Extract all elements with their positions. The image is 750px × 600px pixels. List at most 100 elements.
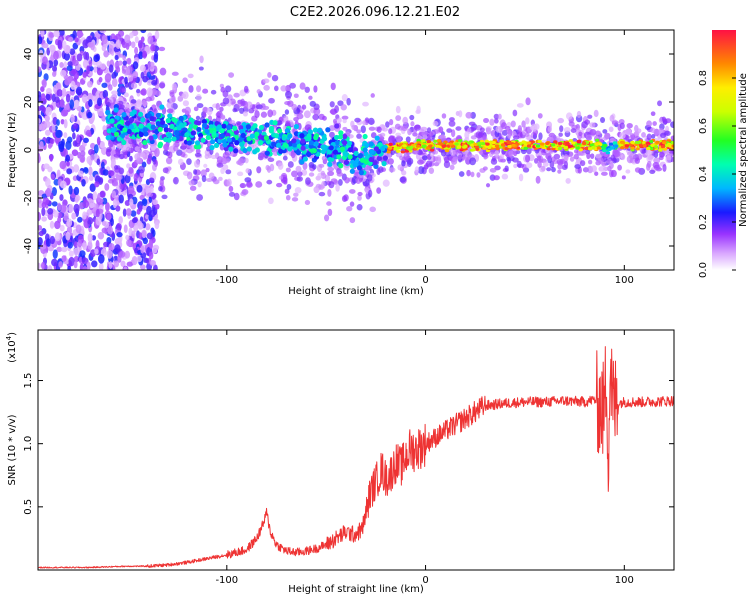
spectrum-halo-blob <box>399 155 404 161</box>
spectrum-halo-blob <box>107 84 113 91</box>
spectrum-noise-blob <box>56 119 60 126</box>
spectrum-halo-blob <box>507 133 512 139</box>
spectrum-halo-blob <box>226 178 232 187</box>
spectrum-halo-blob <box>382 127 388 132</box>
x-tick-label: -100 <box>215 275 238 286</box>
spectrum-halo-blob <box>212 179 220 185</box>
spectrum-noise-blob <box>151 79 158 86</box>
spectrum-halo-blob <box>525 162 533 169</box>
spectrum-halo-blob <box>304 199 311 206</box>
spectrum-halo-blob <box>254 110 260 118</box>
spectrum-halo-blob <box>193 106 199 112</box>
spectrum-halo-blob <box>578 131 583 137</box>
spectrum-halo-blob <box>626 122 633 129</box>
spectrum-halo-blob <box>171 83 177 90</box>
spectrum-ridge-point <box>594 138 600 142</box>
spectrum-halo-blob <box>244 157 249 164</box>
spectrum-halo-blob <box>195 115 201 121</box>
spectrum-noise-blob <box>136 220 142 227</box>
y-tick-label: -20 <box>23 190 34 206</box>
spectrum-noise-blob <box>152 199 159 205</box>
spectrum-ridge-point <box>596 146 602 150</box>
spectrum-noise-blob <box>98 262 104 270</box>
spectrum-halo-blob <box>413 124 421 131</box>
spectrum-noise-blob <box>42 56 48 65</box>
spectrum-ridge-point <box>149 115 155 122</box>
spectrum-ridge-point <box>200 137 206 143</box>
spectrum-halo-blob <box>517 125 522 133</box>
spectrum-halo-blob <box>302 162 308 170</box>
spectrum-noise-blob <box>77 239 83 248</box>
spectrum-ridge-point <box>641 140 647 145</box>
spectrum-ridge-point <box>121 112 127 118</box>
x-tick-label: 0 <box>422 575 428 586</box>
spectrum-halo-blob <box>314 187 320 192</box>
spectrum-halo-blob <box>276 182 283 188</box>
spectrum-ridge-point <box>226 137 232 143</box>
spectrum-noise-blob <box>47 166 53 173</box>
spectrum-noise-blob <box>57 216 62 224</box>
spectrum-noise-blob <box>113 260 120 268</box>
spectrum-noise-blob <box>101 44 107 52</box>
spectrum-ridge-point <box>671 144 674 148</box>
spectrum-halo-blob <box>286 183 292 190</box>
spectrum-ridge-point <box>446 144 451 148</box>
spectrum-halo-blob <box>388 167 396 173</box>
spectrum-noise-blob <box>91 95 97 102</box>
spectrum-halo-blob <box>432 120 439 127</box>
spectrum-ridge-point <box>233 148 239 154</box>
spectrum-ridge-point <box>321 136 328 142</box>
spectrum-halo-blob <box>397 164 404 171</box>
spectrum-noise-blob <box>73 164 80 173</box>
spectrum-halo-blob <box>557 117 565 124</box>
spectrum-ridge-point <box>138 131 144 138</box>
spectrum-halo-blob <box>617 164 622 171</box>
spectrum-noise-blob <box>38 36 43 45</box>
exponent-power: 4 <box>5 335 13 340</box>
spectrum-noise-blob <box>101 197 108 205</box>
spectrum-halo-blob <box>210 154 217 160</box>
spectrum-halo-blob <box>200 169 207 178</box>
spectrum-halo-blob <box>111 94 118 100</box>
spectrum-halo-blob <box>121 68 126 74</box>
spectrum-noise-blob <box>80 150 86 157</box>
spectrum-noise-blob <box>146 87 153 97</box>
spectrum-ridge-point <box>188 123 194 129</box>
spectrum-halo-blob <box>362 101 369 107</box>
spectrum-noise-blob <box>65 140 72 151</box>
spectrum-noise-blob <box>87 111 93 119</box>
spectrum-halo-blob <box>295 165 302 173</box>
spectrum-noise-blob <box>63 211 69 222</box>
spectrum-noise-blob <box>93 54 100 63</box>
spectrum-noise-blob <box>83 137 89 144</box>
spectrum-noise-blob <box>53 59 59 67</box>
spectrum-ridge-point <box>138 123 144 129</box>
spectrum-ridge-point <box>188 117 194 123</box>
spectrum-halo-blob <box>356 204 363 211</box>
spectrum-halo-blob <box>376 126 382 133</box>
spectrum-noise-blob <box>58 261 63 268</box>
spectrum-halo-blob <box>389 118 394 126</box>
spectrum-halo-blob <box>495 125 501 133</box>
spectrum-halo-blob <box>158 185 163 192</box>
spectrum-noise-blob <box>38 262 41 270</box>
spectrum-halo-blob <box>518 173 524 182</box>
spectrum-halo-blob <box>368 189 373 198</box>
spectrum-noise-blob <box>73 186 80 196</box>
spectrum-ridge-point <box>293 124 299 130</box>
spectrum-halo-blob <box>376 187 382 194</box>
spectrum-noise-blob <box>96 97 103 107</box>
spectrum-ridge-point <box>433 139 438 143</box>
spectrum-noise-blob <box>105 202 110 212</box>
spectrum-halo-blob <box>318 191 326 197</box>
spectrum-ridge-point <box>338 163 344 169</box>
spectrum-ridge-point <box>166 137 172 143</box>
spectrum-ridge-point <box>342 140 348 146</box>
spectrum-halo-blob <box>165 157 173 165</box>
spectrum-halo-blob <box>407 128 412 136</box>
spectrum-noise-blob <box>107 225 114 235</box>
spectrum-ridge-point <box>436 138 442 143</box>
spectrum-ridge-point <box>320 148 326 155</box>
spectrum-noise-blob <box>101 82 108 88</box>
